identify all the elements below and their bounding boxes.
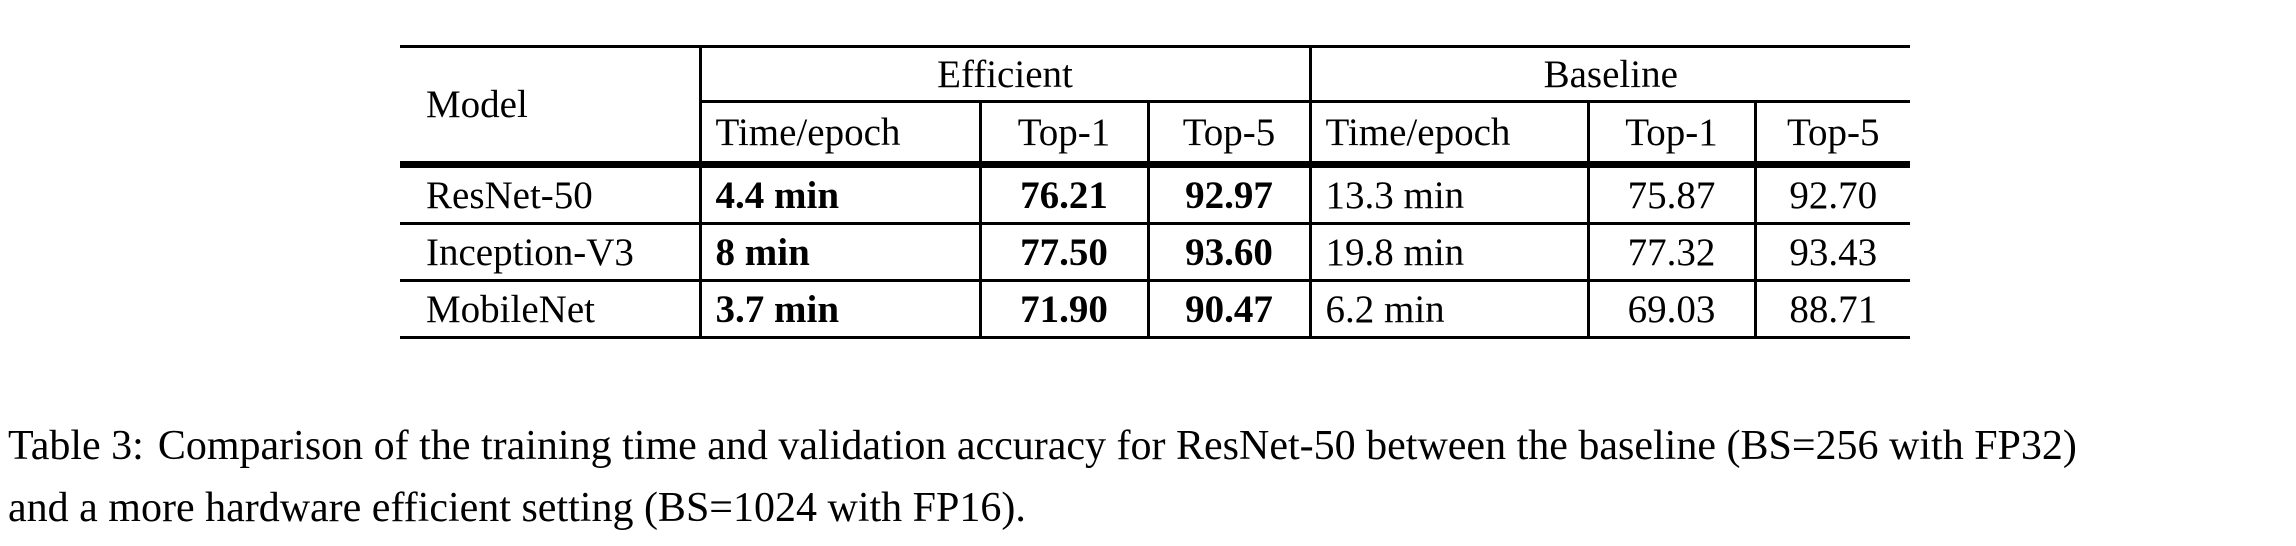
table-row-inceptionv3: Inception-V3 8 min 77.50 93.60 19.8 min … [400,223,1910,282]
caption-label: Table 3: [8,423,144,469]
baseline-top1-cell: 69.03 [1588,280,1757,339]
group-header-baseline: Baseline [1310,45,1910,103]
column-header-baseline-top5: Top-5 [1755,101,1910,168]
caption-line-2: and a more hardware efficient setting (B… [8,477,2292,539]
baseline-top5-cell: 88.71 [1755,280,1910,339]
baseline-top1-cell: 75.87 [1588,164,1757,225]
efficient-top1-cell: 77.50 [980,223,1150,282]
efficient-time-cell: 8 min [700,223,982,282]
efficient-time-cell: 3.7 min [700,280,982,339]
column-header-model: Model [400,45,702,168]
baseline-time-cell: 6.2 min [1310,280,1590,339]
efficient-top5-cell: 93.60 [1148,223,1312,282]
column-header-efficient-top1: Top-1 [980,101,1150,168]
caption-text-line2: and a more hardware efficient setting (B… [8,485,1026,531]
caption-line-1: Table 3: Comparison of the training time … [8,415,2292,477]
efficient-top5-cell: 92.97 [1148,164,1312,225]
baseline-top1-cell: 77.32 [1588,223,1757,282]
header-row-groups: Model Efficient Baseline [400,45,1910,168]
baseline-top5-cell: 92.70 [1755,164,1910,225]
baseline-time-cell: 19.8 min [1310,223,1590,282]
efficient-top1-cell: 76.21 [980,164,1150,225]
column-header-efficient-time: Time/epoch [700,101,982,168]
header-row-subcolumns: Time/epoch Top-1 Top-5 Time/epoch Top-1 … [400,101,1910,168]
baseline-time-cell: 13.3 min [1310,164,1590,225]
model-name-cell: ResNet-50 [400,164,702,225]
caption-text-line1: Comparison of the training time and vali… [157,423,2077,469]
column-header-baseline-time: Time/epoch [1310,101,1590,168]
efficient-time-cell: 4.4 min [700,164,982,225]
table-caption: Table 3: Comparison of the training time … [8,415,2292,539]
results-table-container: Model Efficient Baseline Time/epoch Top-… [400,45,1910,339]
column-header-baseline-top1: Top-1 [1588,101,1757,168]
model-name-cell: MobileNet [400,280,702,339]
model-name-cell: Inception-V3 [400,223,702,282]
column-header-efficient-top5: Top-5 [1148,101,1312,168]
efficient-top1-cell: 71.90 [980,280,1150,339]
table-row-resnet50: ResNet-50 4.4 min 76.21 92.97 13.3 min 7… [400,164,1910,225]
efficient-top5-cell: 90.47 [1148,280,1312,339]
baseline-top5-cell: 93.43 [1755,223,1910,282]
group-header-efficient: Efficient [700,45,1312,103]
results-table: Model Efficient Baseline Time/epoch Top-… [400,45,1910,339]
table-row-mobilenet: MobileNet 3.7 min 71.90 90.47 6.2 min 69… [400,280,1910,339]
